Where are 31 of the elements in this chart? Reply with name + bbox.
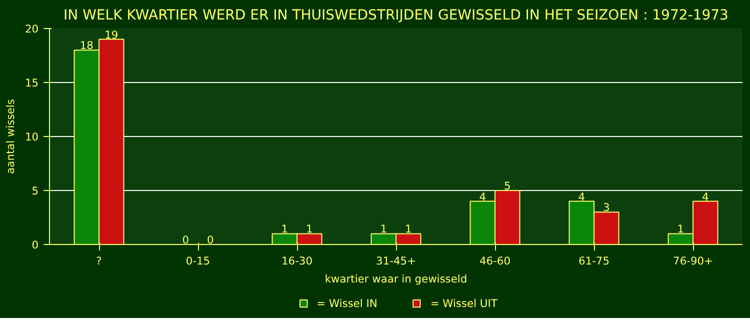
data-label: 18 <box>80 39 94 52</box>
x-axis-title: kwartier waar in gewisseld <box>324 272 468 286</box>
y-tick-label: 5 <box>32 184 38 198</box>
y-tick-label: 15 <box>24 76 39 90</box>
data-label: 3 <box>602 201 610 214</box>
legend-label: = Wissel UIT <box>430 296 498 312</box>
data-label: 1 <box>380 222 388 236</box>
data-label: 4 <box>702 190 709 204</box>
x-tick-label: 76-90+ <box>673 254 713 268</box>
y-axis-title: aantal wissels <box>4 98 17 174</box>
data-label: 0 <box>206 234 214 246</box>
legend-label: = Wissel IN <box>316 296 378 312</box>
y-tick-label: 10 <box>24 130 39 144</box>
data-label: 19 <box>104 28 118 42</box>
x-tick-label: 61-75 <box>578 254 610 268</box>
x-tick-label: 0-15 <box>186 254 210 268</box>
data-label: 0 <box>182 234 190 246</box>
data-label: 1 <box>306 222 313 236</box>
data-label: 4 <box>578 190 586 204</box>
data-label: 4 <box>479 190 486 204</box>
y-tick-label: 0 <box>32 238 39 252</box>
data-label: 1 <box>281 222 288 236</box>
x-tick-label: 31-45+ <box>376 254 416 268</box>
x-tick-label: ? <box>96 254 102 268</box>
data-label: 1 <box>404 222 412 236</box>
data-label: 5 <box>504 180 511 192</box>
x-tick-label: 46-60 <box>480 254 511 268</box>
data-label: 1 <box>677 222 684 236</box>
y-tick-label: 20 <box>24 22 39 36</box>
x-tick-label: 16-30 <box>282 254 313 268</box>
chart-title: IN WELK KWARTIER WERD ER IN THUISWEDSTRIJDEN GEWISSELD IN HET SEIZOEN : 1972-1973 <box>64 8 728 24</box>
